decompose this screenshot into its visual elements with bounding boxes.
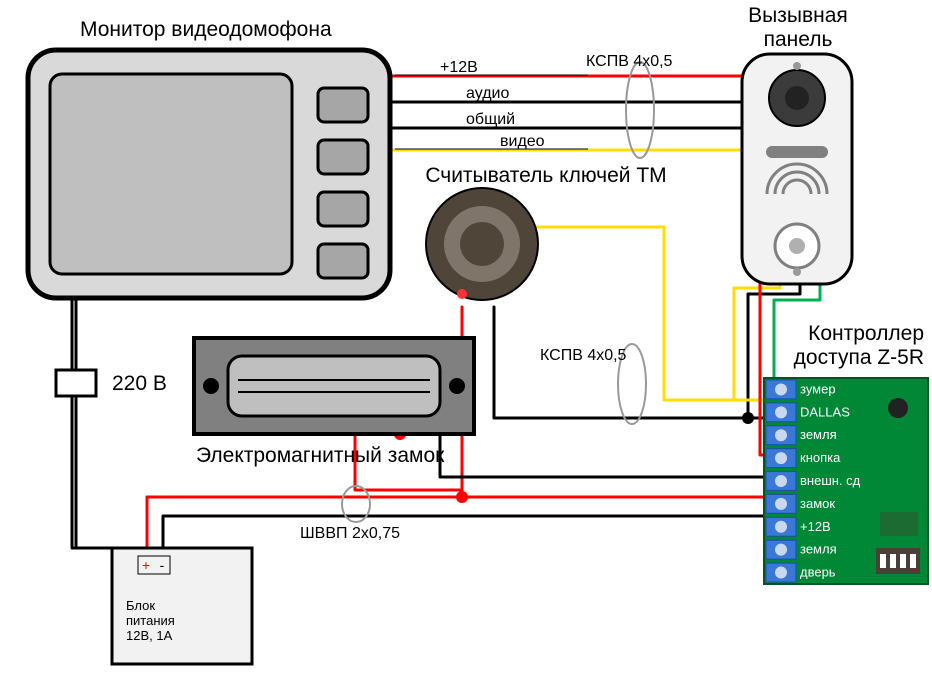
svg-text:220 В: 220 В [112,372,167,395]
svg-text:видео: видео [500,133,545,150]
mains-220v [56,370,96,396]
svg-text:-: - [160,557,165,573]
tm-reader [426,188,538,300]
svg-text:Контроллердоступа Z-5R: Контроллердоступа Z-5R [794,322,924,369]
monitor [28,50,390,298]
controller-z5r: зумер DALLAS земля кнопка внешн. сд замок +12В… [764,378,928,584]
svg-text:кнопка: кнопка [800,450,841,465]
svg-text:КСПВ 4х0,5: КСПВ 4х0,5 [540,347,627,364]
svg-text:+12В: +12В [440,59,478,76]
call-panel [742,54,852,284]
svg-text:КСПВ 4х0,5: КСПВ 4х0,5 [586,53,673,70]
svg-text:Считыватель ключей ТМ: Считыватель ключей ТМ [425,164,666,187]
svg-text:земля: земля [800,542,837,557]
svg-text:внешн. сд: внешн. сд [800,473,861,488]
wiring-diagram: Монитор видеодомофона Вызывнаяпанель Считы… [0,0,932,685]
svg-text:+12В: +12В [800,519,831,534]
svg-text:общий: общий [466,111,515,128]
svg-text:аудио: аудио [466,85,509,102]
svg-text:зумер: зумер [800,381,836,396]
svg-text:земля: земля [800,427,837,442]
svg-text:дверь: дверь [800,565,836,580]
svg-text:замок: замок [800,496,835,511]
svg-text:DALLAS: DALLAS [800,404,850,419]
svg-text:ШВВП 2х0,75: ШВВП 2х0,75 [300,525,400,542]
svg-text:Электромагнитный замок: Электромагнитный замок [196,444,445,467]
svg-text:+: + [142,557,150,573]
em-lock [194,338,474,434]
svg-text:Вызывнаяпанель: Вызывнаяпанель [748,4,848,51]
svg-text:Монитор видеодомофона: Монитор видеодомофона [80,18,332,41]
